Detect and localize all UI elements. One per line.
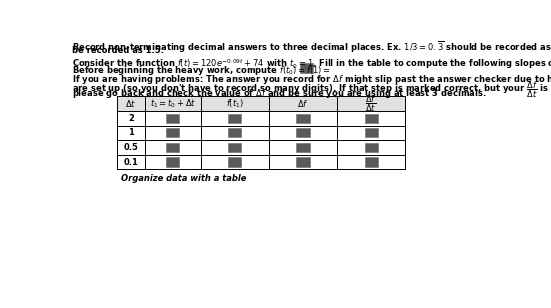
Text: $f(t_1)$: $f(t_1)$ <box>226 97 244 110</box>
FancyBboxPatch shape <box>228 157 241 167</box>
FancyBboxPatch shape <box>296 114 310 123</box>
Text: please go back and check the value of $\Delta f$ and be sure you are using at le: please go back and check the value of $\… <box>72 87 487 100</box>
FancyBboxPatch shape <box>365 128 378 137</box>
Text: Consider the function $f(t) = 120e^{-0.09t} + 74$ with $t_0 = 1$. Fill in the ta: Consider the function $f(t) = 120e^{-0.0… <box>72 54 551 75</box>
FancyBboxPatch shape <box>166 157 179 167</box>
FancyBboxPatch shape <box>228 143 241 152</box>
Text: $\Delta t$: $\Delta t$ <box>125 98 137 109</box>
FancyBboxPatch shape <box>166 114 179 123</box>
FancyBboxPatch shape <box>296 128 310 137</box>
FancyBboxPatch shape <box>365 114 378 123</box>
FancyBboxPatch shape <box>365 143 378 152</box>
FancyBboxPatch shape <box>296 157 310 167</box>
FancyBboxPatch shape <box>300 63 314 73</box>
FancyBboxPatch shape <box>228 128 241 137</box>
Text: Record non-terminating decimal answers to three decimal places. Ex. $1/3 = 0.\ov: Record non-terminating decimal answers t… <box>72 40 551 55</box>
Text: Before beginning the heavy work, compute $f(t_0) = f(1) =$: Before beginning the heavy work, compute… <box>72 64 331 77</box>
FancyBboxPatch shape <box>296 143 310 152</box>
Text: Organize data with a table: Organize data with a table <box>121 174 246 183</box>
FancyBboxPatch shape <box>166 128 179 137</box>
FancyBboxPatch shape <box>117 96 405 111</box>
Text: be recorded as 1.5.: be recorded as 1.5. <box>72 46 164 55</box>
Text: 2: 2 <box>128 114 134 123</box>
Text: are set up (so you don't have to record so many digits). If that step is marked : are set up (so you don't have to record … <box>72 79 551 100</box>
FancyBboxPatch shape <box>166 143 179 152</box>
Text: If you are having problems: The answer you record for $\Delta f$ might slip past: If you are having problems: The answer y… <box>72 73 551 86</box>
Text: $\Delta f$: $\Delta f$ <box>297 98 309 109</box>
Text: 0.1: 0.1 <box>123 158 138 167</box>
Text: $t_1 = t_0 + \Delta t$: $t_1 = t_0 + \Delta t$ <box>149 97 196 110</box>
Text: 0.5: 0.5 <box>123 143 138 152</box>
Text: 1: 1 <box>128 128 134 137</box>
FancyBboxPatch shape <box>365 157 378 167</box>
Text: $\dfrac{\Delta f}{\Delta t}$: $\dfrac{\Delta f}{\Delta t}$ <box>365 93 377 114</box>
FancyBboxPatch shape <box>228 114 241 123</box>
